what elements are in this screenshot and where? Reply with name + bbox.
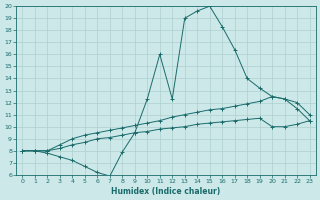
X-axis label: Humidex (Indice chaleur): Humidex (Indice chaleur) (111, 187, 221, 196)
